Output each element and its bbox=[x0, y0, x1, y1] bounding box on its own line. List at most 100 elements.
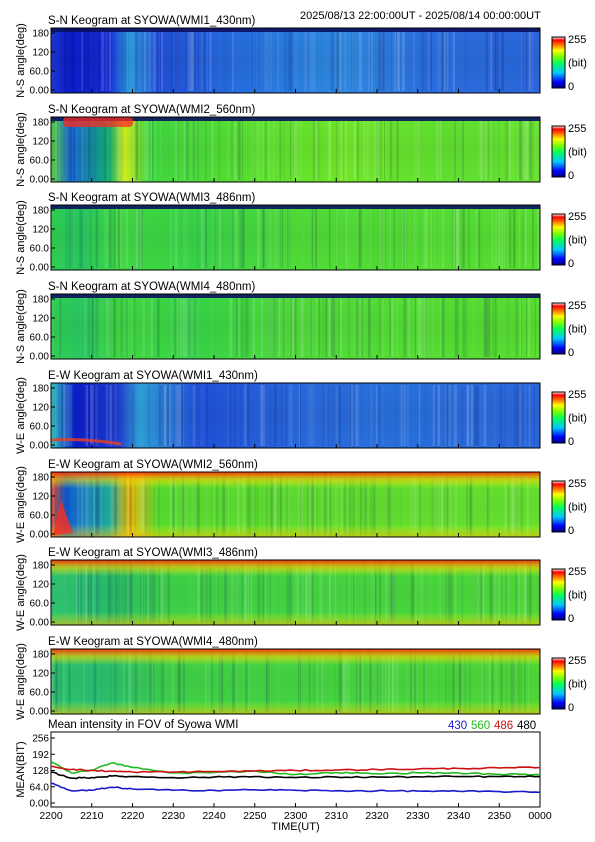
colorbar-max: 255 bbox=[568, 566, 586, 578]
y-tick-label: 120 bbox=[32, 403, 49, 414]
x-tick-label: 2310 bbox=[325, 810, 349, 822]
x-axis-label: TIME(UT) bbox=[271, 821, 319, 833]
y-tick-label: 0.00 bbox=[30, 175, 50, 186]
y-tick-label: 60.0 bbox=[30, 511, 50, 522]
y-tick-label: 180 bbox=[32, 561, 49, 572]
y-axis-label: N-S angle(deg) bbox=[15, 112, 27, 187]
y-tick-label: 0.00 bbox=[30, 263, 50, 274]
y-tick-label: 180 bbox=[32, 473, 49, 484]
time-range-header: 2025/08/13 22:00:00UT - 2025/08/14 00:00… bbox=[300, 10, 541, 22]
y-axis-label: MEAN(BIT) bbox=[15, 741, 27, 797]
colorbar bbox=[551, 391, 566, 444]
keogram-panel-5: E-W Keogram at SYOWA(WMI1_430nm) 0.00 60.0… bbox=[15, 370, 587, 454]
legend-560: 560 bbox=[471, 720, 490, 732]
chart-title: Mean intensity in FOV of Syowa WMI bbox=[48, 719, 238, 731]
colorbar-unit: (bit) bbox=[568, 147, 587, 159]
colorbar-max: 255 bbox=[568, 478, 586, 490]
y-tick-label: 180 bbox=[32, 29, 49, 40]
y-tick-label: 60.0 bbox=[30, 244, 50, 255]
colorbar bbox=[551, 657, 566, 710]
panel-title: S-N Keogram at SYOWA(WMI1_430nm) bbox=[48, 15, 255, 27]
panel-title: E-W Keogram at SYOWA(WMI4_480nm) bbox=[48, 636, 258, 648]
y-tick-label: 60.0 bbox=[30, 422, 50, 433]
colorbar-unit: (bit) bbox=[568, 590, 587, 602]
y-tick-label: 120 bbox=[32, 48, 49, 59]
colorbar bbox=[551, 302, 566, 355]
y-tick-label: 60.0 bbox=[30, 67, 50, 78]
x-tick-label: 2210 bbox=[80, 810, 104, 822]
panel-title: S-N Keogram at SYOWA(WMI3_486nm) bbox=[48, 192, 255, 204]
keogram-panel-2: S-N Keogram at SYOWA(WMI2_560nm) 0.00 60.0… bbox=[15, 104, 587, 187]
x-tick-label: 2230 bbox=[162, 810, 186, 822]
series-line-486 bbox=[50, 765, 541, 774]
colorbar bbox=[551, 213, 566, 266]
keogram-panel-1: S-N Keogram at SYOWA(WMI1_430nm) 0.00 60.0… bbox=[15, 15, 587, 98]
colorbar-max: 255 bbox=[568, 211, 586, 223]
y-tick-label: 120 bbox=[32, 314, 49, 325]
legend-486: 486 bbox=[494, 720, 513, 732]
x-tick-label: 2340 bbox=[447, 810, 471, 822]
chart-frame bbox=[50, 731, 541, 808]
x-tick-label: 2250 bbox=[243, 810, 267, 822]
colorbar-unit: (bit) bbox=[568, 58, 587, 70]
y-tick-label: 60.0 bbox=[30, 688, 50, 699]
y-tick-label: 120 bbox=[32, 492, 49, 503]
y-tick-label: 180 bbox=[32, 384, 49, 395]
colorbar bbox=[551, 125, 566, 178]
y-tick-label: 256 bbox=[32, 734, 49, 745]
x-tick-label: 0000 bbox=[528, 810, 552, 822]
y-tick-label: 192 bbox=[32, 750, 49, 761]
legend-480: 480 bbox=[517, 720, 536, 732]
y-tick-label: 0.00 bbox=[30, 441, 50, 452]
panel-title: S-N Keogram at SYOWA(WMI2_560nm) bbox=[48, 104, 255, 116]
y-axis-label: W-E angle(deg) bbox=[15, 377, 27, 454]
colorbar bbox=[551, 568, 566, 621]
y-tick-label: 128 bbox=[32, 766, 49, 777]
x-tick-label: 2350 bbox=[488, 810, 512, 822]
x-tick-label: 2300 bbox=[284, 810, 308, 822]
x-tick-label: 2220 bbox=[121, 810, 145, 822]
y-tick-label: 60.0 bbox=[30, 333, 50, 344]
y-tick-label: 60.0 bbox=[30, 599, 50, 610]
colorbar-unit: (bit) bbox=[568, 235, 587, 247]
colorbar-min: 0 bbox=[568, 81, 574, 93]
colorbar-min: 0 bbox=[568, 702, 574, 714]
colorbar-unit: (bit) bbox=[568, 679, 587, 691]
x-tick-label: 2320 bbox=[365, 810, 389, 822]
x-tick-label: 2330 bbox=[406, 810, 430, 822]
panel-title: E-W Keogram at SYOWA(WMI3_486nm) bbox=[48, 547, 258, 559]
y-tick-label: 180 bbox=[32, 650, 49, 661]
y-tick-label: 120 bbox=[32, 225, 49, 236]
keogram-panel-8: E-W Keogram at SYOWA(WMI4_480nm) 0.00 60.0… bbox=[15, 636, 587, 720]
colorbar-max: 255 bbox=[568, 389, 586, 401]
panel-title: S-N Keogram at SYOWA(WMI4_480nm) bbox=[48, 281, 255, 293]
colorbar-unit: (bit) bbox=[568, 413, 587, 425]
x-tick-label: 2240 bbox=[202, 810, 226, 822]
keogram-panel-6: E-W Keogram at SYOWA(WMI2_560nm) 0.00 60.0… bbox=[15, 459, 587, 543]
y-tick-label: 180 bbox=[32, 118, 49, 129]
y-tick-label: 0.00 bbox=[30, 530, 50, 541]
panel-title: E-W Keogram at SYOWA(WMI1_430nm) bbox=[48, 370, 258, 382]
y-tick-label: 0.00 bbox=[30, 799, 50, 810]
colorbar-unit: (bit) bbox=[568, 502, 587, 514]
keogram-panel-4: S-N Keogram at SYOWA(WMI4_480nm) 0.00 60.0… bbox=[15, 281, 587, 364]
y-tick-label: 180 bbox=[32, 206, 49, 217]
colorbar-max: 255 bbox=[568, 34, 586, 46]
keogram-panel-3: S-N Keogram at SYOWA(WMI3_486nm) 0.00 60.0… bbox=[15, 192, 587, 275]
y-tick-label: 0.00 bbox=[30, 618, 50, 629]
colorbar-max: 255 bbox=[568, 300, 586, 312]
y-tick-label: 120 bbox=[32, 580, 49, 591]
y-tick-label: 60.0 bbox=[30, 156, 50, 167]
colorbar-max: 255 bbox=[568, 655, 586, 667]
x-tick-label: 2200 bbox=[39, 810, 63, 822]
colorbar-unit: (bit) bbox=[568, 324, 587, 336]
y-tick-label: 180 bbox=[32, 295, 49, 306]
panel-title: E-W Keogram at SYOWA(WMI2_560nm) bbox=[48, 459, 258, 471]
y-axis-label: W-E angle(deg) bbox=[15, 554, 27, 631]
y-tick-label: 120 bbox=[32, 669, 49, 680]
series-line-430 bbox=[50, 782, 541, 794]
colorbar-max: 255 bbox=[568, 123, 586, 135]
colorbar-min: 0 bbox=[568, 613, 574, 625]
colorbar-min: 0 bbox=[568, 258, 574, 270]
